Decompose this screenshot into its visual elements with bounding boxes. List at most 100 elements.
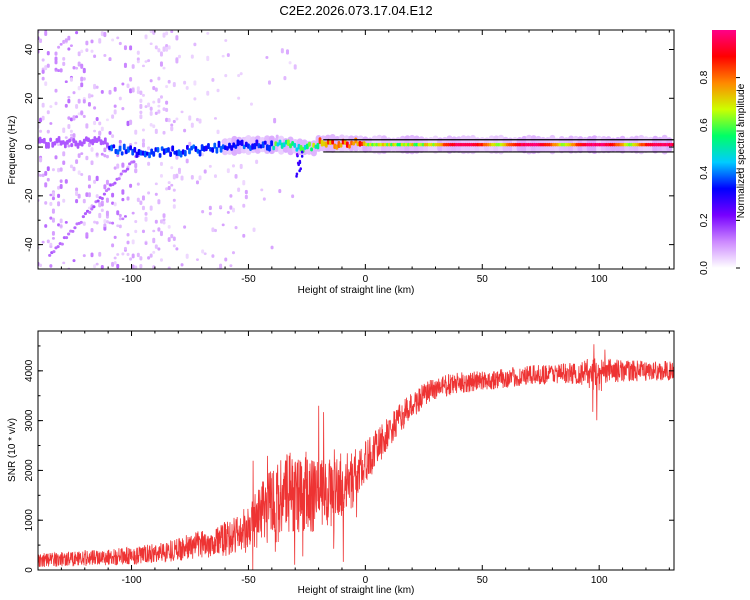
noise-cell [165,187,169,191]
noise-cell [188,141,192,147]
noise-cell [141,93,145,97]
noise-cell [231,164,235,168]
noise-cell [185,85,189,90]
chirp-cell [56,245,60,249]
noise-cell [255,159,259,164]
chirp-cell [67,232,71,236]
x-tick-label: 0 [363,575,369,586]
noise-cell [62,160,66,165]
colorbar-tick-label: 0.2 [699,213,710,227]
signal-cell [394,142,398,147]
signal-cell [642,142,646,147]
signal-cell [45,141,48,149]
signal-cell [659,142,663,147]
noise-cell [108,131,112,135]
noise-cell [72,166,76,172]
noise-cell [159,61,163,67]
noise-cell [144,34,148,38]
noise-cell [87,101,91,107]
noise-cell [134,229,138,234]
noise-cell [72,65,76,70]
noise-cell [185,158,189,164]
signal-cell [137,148,141,156]
noise-cell [121,82,125,86]
noise-cell [75,115,79,119]
noise-cell [49,105,53,108]
noise-cell [126,252,130,257]
noise-cell [129,119,133,125]
x-tick-label: 0 [363,274,369,285]
noise-cell [136,50,140,55]
signal-cell [186,144,189,150]
noise-cell [93,54,97,58]
chirp-cell [79,220,83,224]
noise-cell [134,141,138,145]
noise-cell [54,67,58,71]
signal-cell [417,142,421,147]
noise-cell [98,130,102,136]
noise-cell [57,45,61,49]
noise-cell [157,76,161,81]
signal-cell [175,150,179,156]
signal-cell [385,142,389,147]
signal-cell [446,142,450,147]
noise-cell [260,188,264,192]
noise-cell [39,117,43,123]
signal-cell [623,142,627,147]
signal-cell [312,142,316,148]
signal-cell [63,141,67,149]
signal-cell [409,142,412,147]
y-tick-label: -40 [24,237,35,252]
signal-cell [552,142,555,147]
noise-cell [265,56,269,59]
signal-cell [162,148,166,155]
noise-cell [118,224,122,229]
signal-cell [270,140,273,147]
noise-cell [44,30,48,37]
signal-cell [512,142,515,147]
signal-cell [272,145,276,151]
signal-cell [451,142,454,147]
signal-cell [670,142,673,147]
noise-cell [239,72,243,76]
noise-cell [147,161,151,166]
chirp-cell [81,215,85,219]
noise-cell [100,265,104,269]
y-tick-label: 2000 [24,459,35,482]
noise-cell [147,191,151,195]
noise-cell [51,191,55,198]
noise-cell [90,252,94,258]
signal-cell [318,137,322,145]
noise-cell [193,97,197,101]
noise-cell [44,81,48,87]
noise-cell [57,167,61,173]
noise-cell [136,57,140,61]
signal-cell [221,144,225,150]
signal-cell [55,138,59,144]
noise-cell [149,106,153,111]
noise-cell [113,235,117,239]
noise-cell [93,106,97,110]
signal-cell [238,140,242,146]
y-tick-label: 20 [24,92,35,104]
noise-cell [152,237,156,244]
signal-cell [289,143,292,149]
signal-cell [78,140,82,146]
signal-cell [457,142,461,147]
noise-cell [49,245,53,248]
noise-cell [41,58,45,62]
noise-cell [195,180,199,185]
noise-cell [57,193,61,199]
noise-cell [49,122,53,125]
noise-cell [46,63,50,68]
noise-cell [98,251,102,257]
signal-cell [503,142,507,147]
noise-cell [147,256,151,260]
noise-cell [51,168,55,172]
noise-cell [221,54,225,58]
chirp-cell [90,207,94,211]
noise-cell [170,126,174,132]
noise-cell [116,36,120,40]
signal-cell [345,141,349,148]
noise-cell [54,51,58,56]
